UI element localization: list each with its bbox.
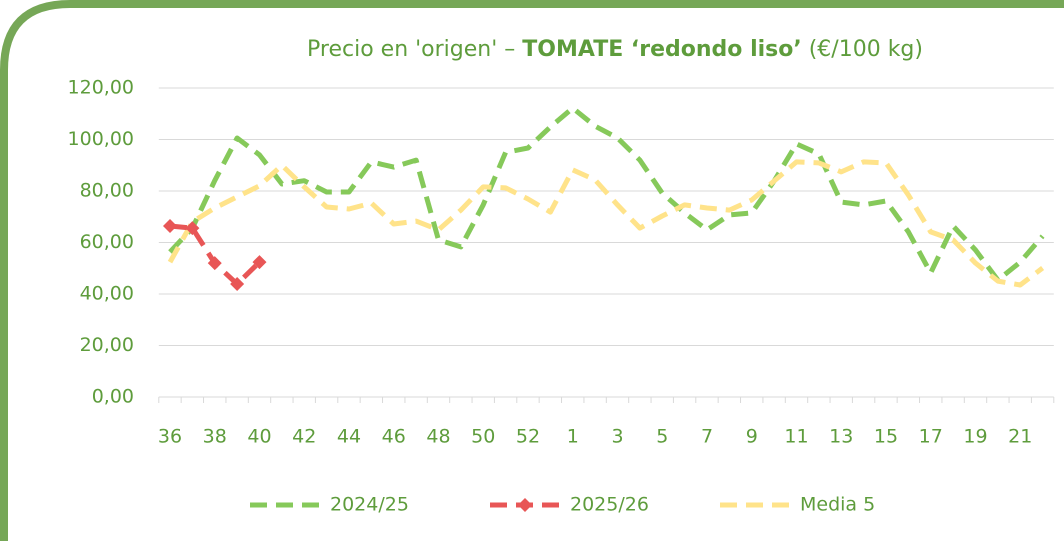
x-tick-label: 50 (471, 426, 495, 448)
x-tick-label: 38 (203, 426, 227, 448)
x-tick-label: 48 (426, 426, 450, 448)
title-part: Precio en 'origen' – (307, 37, 522, 62)
x-tick-label: 40 (247, 426, 271, 448)
x-tick-label: 15 (874, 426, 898, 448)
y-tick-label: 40,00 (80, 283, 134, 305)
legend-label: Media 5 (800, 494, 875, 516)
y-tick-label: 120,00 (68, 77, 134, 99)
series-line (168, 105, 1045, 283)
title-part: TOMATE ‘redondo liso’ (522, 37, 801, 62)
point-marker (185, 221, 200, 236)
x-tick-label: 17 (919, 426, 943, 448)
x-tick-label: 1 (567, 426, 579, 448)
x-tick-label: 21 (1008, 426, 1032, 448)
legend-label: 2024/25 (330, 494, 409, 516)
x-tick-label: 3 (611, 426, 623, 448)
title-part: (€/100 kg) (802, 37, 923, 62)
x-tick-label: 52 (516, 426, 540, 448)
point-marker (207, 256, 222, 271)
point-marker (230, 276, 245, 291)
x-tick-label: 11 (784, 426, 808, 448)
y-tick-label: 0,00 (92, 386, 134, 408)
y-tick-label: 100,00 (68, 128, 134, 150)
point-marker (162, 219, 177, 234)
chart-title: Precio en 'origen' – TOMATE ‘redondo lis… (307, 37, 923, 62)
point-marker (252, 255, 267, 270)
x-tick-label: 19 (963, 426, 987, 448)
x-tick-label: 9 (746, 426, 758, 448)
legend-label: 2025/26 (570, 494, 649, 516)
x-tick-label: 44 (337, 426, 361, 448)
x-tick-label: 13 (829, 426, 853, 448)
y-tick-label: 20,00 (80, 334, 134, 356)
x-tick-label: 7 (701, 426, 713, 448)
y-tick-label: 60,00 (80, 231, 134, 253)
x-tick-label: 36 (158, 426, 182, 448)
series-line (167, 159, 1045, 288)
y-tick-label: 80,00 (80, 180, 134, 202)
x-tick-label: 42 (292, 426, 316, 448)
legend-marker (518, 498, 532, 512)
x-tick-label: 46 (382, 426, 406, 448)
x-tick-label: 5 (656, 426, 668, 448)
